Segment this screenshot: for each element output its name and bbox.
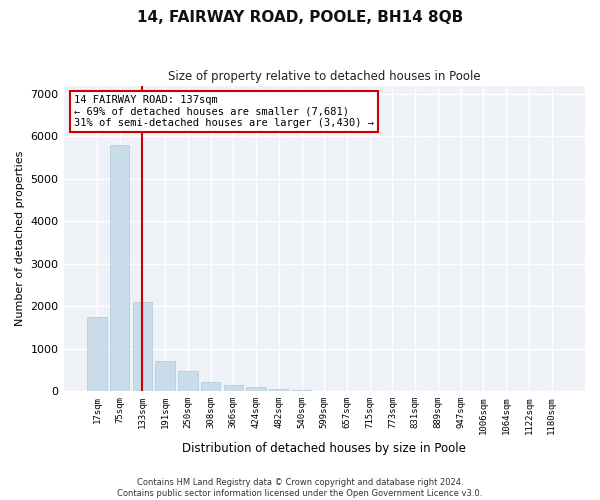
Bar	[247, 387, 266, 391]
Title: Size of property relative to detached houses in Poole: Size of property relative to detached ho…	[168, 70, 481, 83]
Bar	[155, 362, 175, 391]
Bar	[224, 385, 243, 391]
Bar	[110, 145, 130, 391]
Bar	[201, 382, 220, 391]
Text: Contains HM Land Registry data © Crown copyright and database right 2024.
Contai: Contains HM Land Registry data © Crown c…	[118, 478, 482, 498]
Y-axis label: Number of detached properties: Number of detached properties	[15, 150, 25, 326]
Text: 14, FAIRWAY ROAD, POOLE, BH14 8QB: 14, FAIRWAY ROAD, POOLE, BH14 8QB	[137, 10, 463, 25]
Bar	[292, 390, 311, 391]
Text: 14 FAIRWAY ROAD: 137sqm
← 69% of detached houses are smaller (7,681)
31% of semi: 14 FAIRWAY ROAD: 137sqm ← 69% of detache…	[74, 94, 374, 128]
Bar	[133, 302, 152, 391]
X-axis label: Distribution of detached houses by size in Poole: Distribution of detached houses by size …	[182, 442, 466, 455]
Bar	[269, 388, 289, 391]
Bar	[87, 317, 107, 391]
Bar	[178, 371, 197, 391]
